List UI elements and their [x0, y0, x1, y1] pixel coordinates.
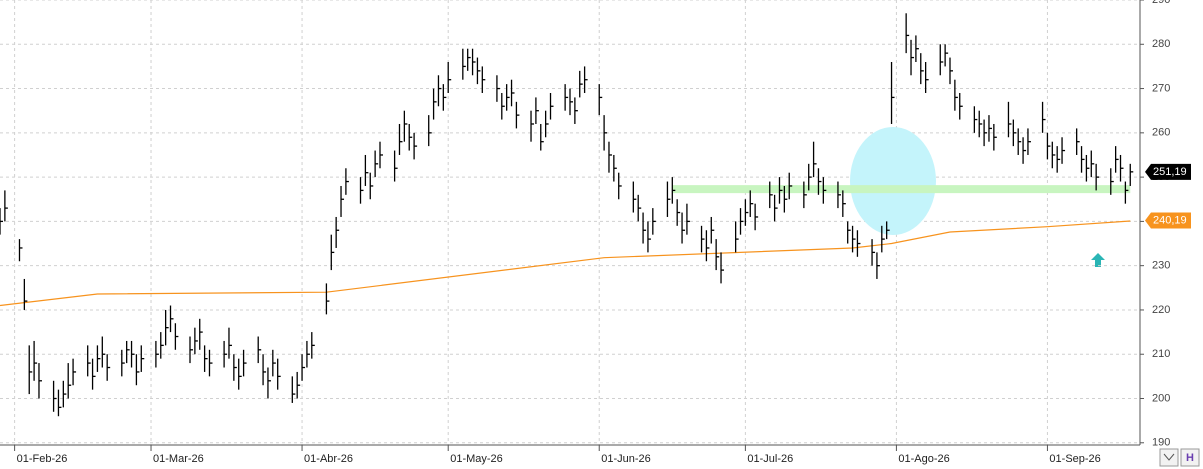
- x-tick-label: 01-Jul-26: [747, 453, 793, 465]
- highlight-ellipse: [850, 127, 936, 235]
- y-tick-label: 200: [1152, 392, 1170, 404]
- x-tick-label: 01-Ago-26: [898, 453, 949, 465]
- price-tag-label: 251,19: [1153, 166, 1187, 178]
- y-tick-label: 230: [1152, 260, 1170, 272]
- scroll-button[interactable]: [1159, 448, 1179, 467]
- price-tag: [1145, 163, 1191, 180]
- x-tick-label: 01-May-26: [450, 453, 503, 465]
- y-tick-label: 290: [1152, 0, 1170, 6]
- icon: H: [1186, 452, 1194, 464]
- icon: [1163, 453, 1175, 461]
- y-tick-label: 280: [1152, 38, 1170, 50]
- moving-average: [0, 220, 1131, 307]
- y-tick-label: 210: [1152, 348, 1170, 360]
- x-tick-label: 01-Sep-26: [1049, 453, 1100, 465]
- price-tag-label: 240,19: [1153, 214, 1187, 226]
- y-tick-label: 220: [1152, 304, 1170, 316]
- y-tick-label: 270: [1152, 82, 1170, 94]
- up-arrow: [1091, 253, 1105, 267]
- x-tick-label: 01-Jun-26: [601, 453, 651, 465]
- toolbar: H: [1159, 448, 1200, 467]
- y-tick-label: 190: [1152, 437, 1170, 449]
- x-tick-label: 01-Mar-26: [153, 453, 204, 465]
- x-tick-label: 01-Feb-26: [17, 453, 68, 465]
- y-tick-label: 260: [1152, 127, 1170, 139]
- save-button[interactable]: [1180, 448, 1200, 467]
- x-tick-label: 01-Abr-26: [304, 453, 353, 465]
- price-tag: [1145, 212, 1191, 229]
